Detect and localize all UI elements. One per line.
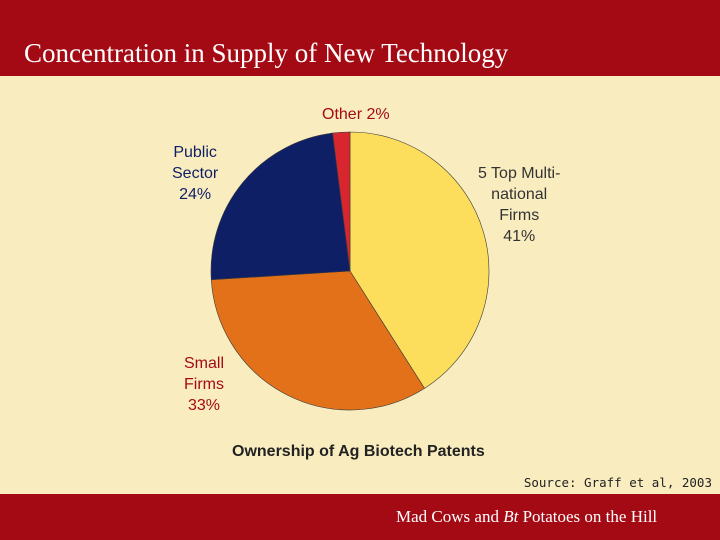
footer-text: Mad Cows and Bt Potatoes on the Hill: [396, 507, 657, 527]
slice-label-public-sector: Public Sector 24%: [172, 144, 219, 203]
slice-label-small-firms: Small Firms 33%: [184, 355, 225, 414]
footer-text-start: Mad Cows and: [396, 507, 504, 526]
footer-text-end: Potatoes on the Hill: [518, 507, 658, 526]
pie-slice-other: [332, 131, 351, 272]
footer-text-italic: Bt: [503, 507, 519, 526]
slide-title: Concentration in Supply of New Technolog…: [24, 38, 509, 68]
title-bar: Concentration in Supply of New Technolog…: [0, 0, 720, 76]
source-note: Source: Graff et al, 2003: [523, 475, 712, 490]
pie-slice-top-multinational: [349, 131, 490, 389]
footer-bar: Mad Cows and Bt Potatoes on the Hill: [0, 494, 720, 540]
pie-slice-public-sector: [210, 132, 351, 281]
chart-title: Ownership of Ag Biotech Patents: [232, 443, 485, 460]
slice-label-top-multinational: 5 Top Multi- national Firms 41%: [478, 165, 561, 245]
slice-label-other: Other 2%: [322, 106, 390, 123]
pie-slice-small-firms: [210, 270, 425, 411]
